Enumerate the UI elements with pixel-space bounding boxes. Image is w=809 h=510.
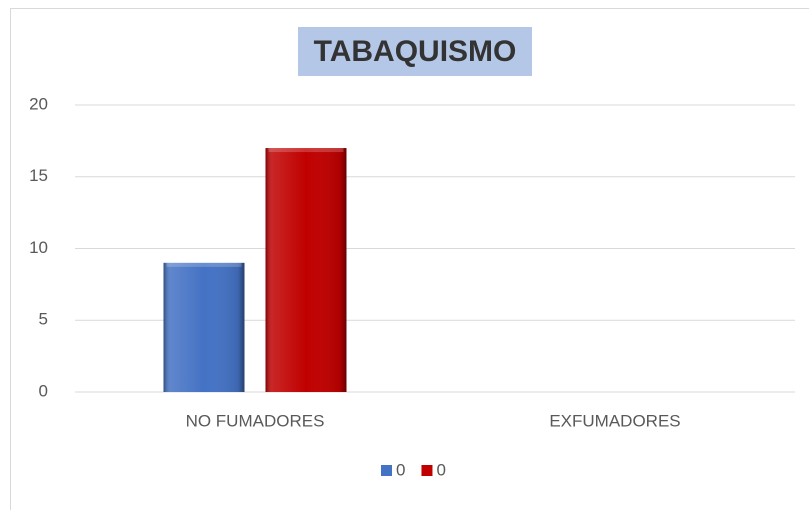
legend-label: 0 [396,460,405,479]
title-box [298,27,532,76]
chart-title: TABAQUISMO [314,35,517,68]
x-tick-label: NO FUMADORES [186,411,325,430]
bar [163,262,245,392]
y-tick-label: 5 [39,310,48,329]
x-tick-label: EXFUMADORES [549,411,680,430]
legend-label: 0 [436,460,445,479]
legend-swatch [421,465,433,476]
y-tick-label: 0 [39,381,48,400]
bar-top-highlight [268,148,344,153]
bar-top-highlight [166,262,242,267]
bar [265,148,347,392]
y-tick-label: 15 [29,166,48,185]
chart-border [10,8,809,510]
y-tick-label: 20 [29,94,48,113]
legend-swatch [381,465,392,476]
y-tick-label: 10 [29,238,48,257]
